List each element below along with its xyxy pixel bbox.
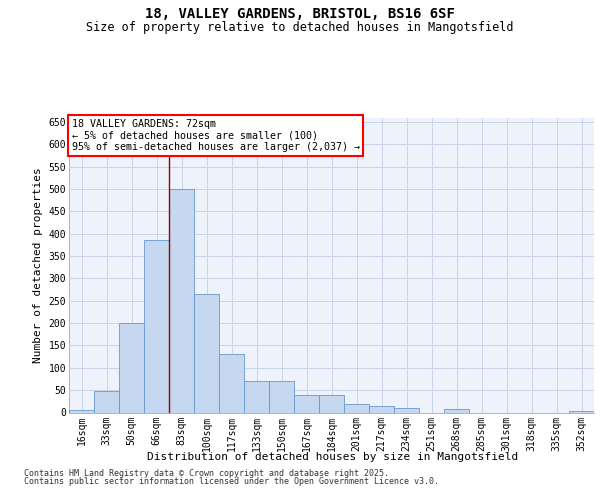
Bar [444,409,469,412]
Bar [344,404,369,412]
Text: Size of property relative to detached houses in Mangotsfield: Size of property relative to detached ho… [86,21,514,34]
Bar [144,240,169,412]
Bar [269,381,294,412]
Bar [294,394,319,412]
Y-axis label: Number of detached properties: Number of detached properties [33,167,43,363]
Text: Contains HM Land Registry data © Crown copyright and database right 2025.: Contains HM Land Registry data © Crown c… [24,468,389,477]
Bar [194,294,219,412]
Bar [219,354,244,412]
Bar [94,391,119,412]
Bar [244,381,269,412]
Text: 18, VALLEY GARDENS, BRISTOL, BS16 6SF: 18, VALLEY GARDENS, BRISTOL, BS16 6SF [145,8,455,22]
Bar [394,408,419,412]
Text: Contains public sector information licensed under the Open Government Licence v3: Contains public sector information licen… [24,477,439,486]
Bar [319,394,344,412]
Text: Distribution of detached houses by size in Mangotsfield: Distribution of detached houses by size … [148,452,518,462]
Bar [69,410,94,412]
Bar [169,189,194,412]
Bar [369,406,394,412]
Bar [119,323,144,412]
Text: 18 VALLEY GARDENS: 72sqm
← 5% of detached houses are smaller (100)
95% of semi-d: 18 VALLEY GARDENS: 72sqm ← 5% of detache… [71,119,359,152]
Bar [569,410,594,412]
